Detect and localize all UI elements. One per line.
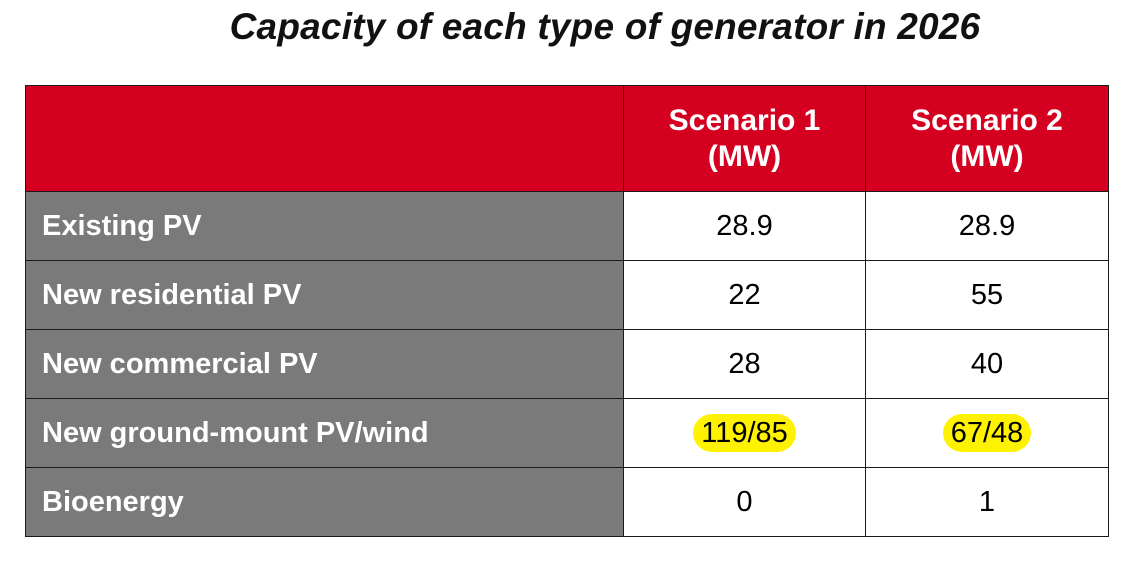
- row-label-new-residential-pv: New residential PV: [25, 260, 624, 330]
- cell-new-commercial-pv-scenario-1: 28: [623, 329, 866, 399]
- cell-new-residential-pv-scenario-2: 55: [865, 260, 1109, 330]
- table-row: New residential PV 22 55: [25, 260, 1109, 330]
- highlighted-value: 119/85: [693, 413, 796, 452]
- cell-value: 1: [978, 485, 996, 518]
- cell-bioenergy-scenario-2: 1: [865, 467, 1109, 537]
- cell-bioenergy-scenario-1: 0: [623, 467, 866, 537]
- row-label-new-ground-mount-pv-wind: New ground-mount PV/wind: [25, 398, 624, 468]
- cell-value: 28.9: [716, 209, 773, 242]
- cell-value: 22: [728, 278, 761, 311]
- header-scenario-2-line1: Scenario 2: [911, 103, 1063, 137]
- row-label-new-commercial-pv: New commercial PV: [25, 329, 624, 399]
- chart-title: Capacity of each type of generator in 20…: [229, 6, 981, 47]
- header-scenario-2-line2: (MW): [950, 139, 1024, 173]
- cell-new-ground-mount-scenario-2: 67/48: [865, 398, 1109, 468]
- row-label-existing-pv: Existing PV: [25, 191, 624, 261]
- table-row: New commercial PV 28 40: [25, 329, 1109, 399]
- header-corner-cell: [25, 85, 624, 192]
- cell-value: 28.9: [958, 209, 1016, 242]
- capacity-table-wrapper: Scenario 1 (MW) Scenario 2 (MW) Existing…: [25, 85, 1109, 537]
- cell-new-ground-mount-scenario-1: 119/85: [623, 398, 866, 468]
- header-scenario-2: Scenario 2 (MW): [865, 85, 1109, 192]
- header-scenario-1-line1: Scenario 1: [668, 103, 821, 137]
- table-row: Existing PV 28.9 28.9: [25, 191, 1109, 261]
- cell-value: 55: [970, 278, 1004, 311]
- cell-new-commercial-pv-scenario-2: 40: [865, 329, 1109, 399]
- cell-existing-pv-scenario-1: 28.9: [623, 191, 866, 261]
- highlighted-value: 67/48: [942, 413, 1032, 452]
- header-row: Scenario 1 (MW) Scenario 2 (MW): [25, 85, 1109, 192]
- header-scenario-1: Scenario 1 (MW): [623, 85, 866, 192]
- header-scenario-1-line2: (MW): [707, 139, 782, 173]
- cell-existing-pv-scenario-2: 28.9: [865, 191, 1109, 261]
- capacity-table: Scenario 1 (MW) Scenario 2 (MW) Existing…: [25, 85, 1109, 537]
- cell-value: 0: [736, 485, 753, 518]
- cell-new-residential-pv-scenario-1: 22: [623, 260, 866, 330]
- table-row: New ground-mount PV/wind 119/85 67/48: [25, 398, 1109, 468]
- table-row: Bioenergy 0 1: [25, 467, 1109, 537]
- row-label-bioenergy: Bioenergy: [25, 467, 624, 537]
- cell-value: 40: [970, 347, 1004, 380]
- cell-value: 28: [728, 347, 761, 380]
